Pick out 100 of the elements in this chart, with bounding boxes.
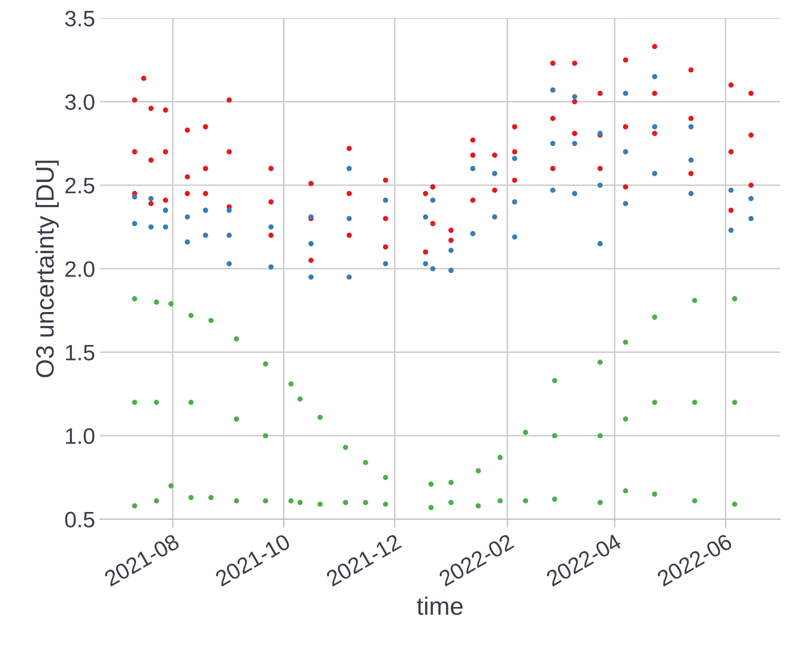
point xyxy=(262,361,268,366)
point xyxy=(728,228,734,233)
x-axis-title: time xyxy=(416,596,463,616)
point xyxy=(652,124,658,130)
point xyxy=(428,504,434,510)
point xyxy=(476,503,481,508)
point xyxy=(132,296,138,302)
point xyxy=(297,396,303,402)
point xyxy=(732,296,738,302)
point xyxy=(422,214,428,220)
point xyxy=(188,312,194,318)
point xyxy=(168,483,174,488)
point xyxy=(652,492,658,497)
point xyxy=(132,194,138,200)
point xyxy=(622,340,628,345)
point xyxy=(346,166,352,172)
point xyxy=(552,433,558,438)
point xyxy=(188,400,194,405)
point xyxy=(572,94,578,100)
point xyxy=(598,500,603,506)
point xyxy=(622,200,628,206)
point xyxy=(202,232,208,238)
point xyxy=(132,220,138,226)
point xyxy=(430,266,436,272)
point xyxy=(268,264,274,270)
point xyxy=(342,500,348,506)
point xyxy=(346,216,352,222)
point xyxy=(226,232,232,238)
point xyxy=(476,468,481,474)
point xyxy=(748,216,754,222)
point xyxy=(448,248,454,253)
point xyxy=(692,298,698,304)
point xyxy=(208,494,214,500)
point xyxy=(162,208,168,213)
point xyxy=(552,496,558,502)
point xyxy=(728,188,734,193)
point xyxy=(342,444,348,450)
point xyxy=(550,87,556,93)
point xyxy=(297,500,303,506)
point xyxy=(572,140,578,146)
point xyxy=(522,430,528,435)
point xyxy=(234,416,240,422)
point xyxy=(234,336,240,342)
point xyxy=(208,318,214,324)
point xyxy=(622,488,628,494)
point xyxy=(362,460,368,466)
point xyxy=(692,400,698,405)
point xyxy=(154,299,160,305)
point xyxy=(308,274,314,280)
point xyxy=(622,416,628,422)
point xyxy=(148,224,154,230)
point xyxy=(288,498,294,504)
point xyxy=(168,301,174,306)
point xyxy=(622,149,628,154)
point xyxy=(470,166,476,172)
point xyxy=(226,208,232,213)
point xyxy=(498,454,503,460)
point xyxy=(202,208,208,213)
point xyxy=(346,274,352,280)
point xyxy=(148,196,154,202)
point xyxy=(512,156,518,162)
point xyxy=(382,198,388,203)
point xyxy=(522,498,528,504)
point xyxy=(732,400,738,405)
point xyxy=(652,74,658,80)
point xyxy=(188,494,194,500)
point xyxy=(732,502,738,507)
point xyxy=(492,170,498,176)
point xyxy=(572,190,578,196)
y-axis-title: O3 uncertainty [DU] xyxy=(35,160,59,378)
point xyxy=(234,498,240,504)
y-tick-label: 2.5 xyxy=(65,178,94,194)
point xyxy=(382,261,388,266)
point xyxy=(382,502,388,507)
point xyxy=(688,158,694,163)
point xyxy=(448,480,454,486)
y-tick-label: 3.0 xyxy=(65,94,94,110)
y-tick-label: 2.0 xyxy=(65,261,94,277)
y-tick-label: 1.5 xyxy=(66,344,94,360)
y-tick-label: 3.5 xyxy=(65,10,94,26)
point xyxy=(132,400,138,405)
point xyxy=(598,360,603,365)
point xyxy=(154,400,160,405)
point xyxy=(448,500,454,506)
point xyxy=(748,196,754,202)
point xyxy=(362,500,368,506)
point xyxy=(688,190,694,196)
point xyxy=(268,224,274,230)
point xyxy=(470,231,476,236)
point xyxy=(226,261,232,266)
point xyxy=(154,498,160,504)
point xyxy=(422,261,428,266)
point xyxy=(317,414,323,420)
point xyxy=(598,182,603,188)
point xyxy=(652,170,658,176)
point xyxy=(598,241,603,246)
point xyxy=(598,433,603,438)
point xyxy=(262,433,268,438)
point xyxy=(622,90,628,96)
point xyxy=(692,498,698,504)
